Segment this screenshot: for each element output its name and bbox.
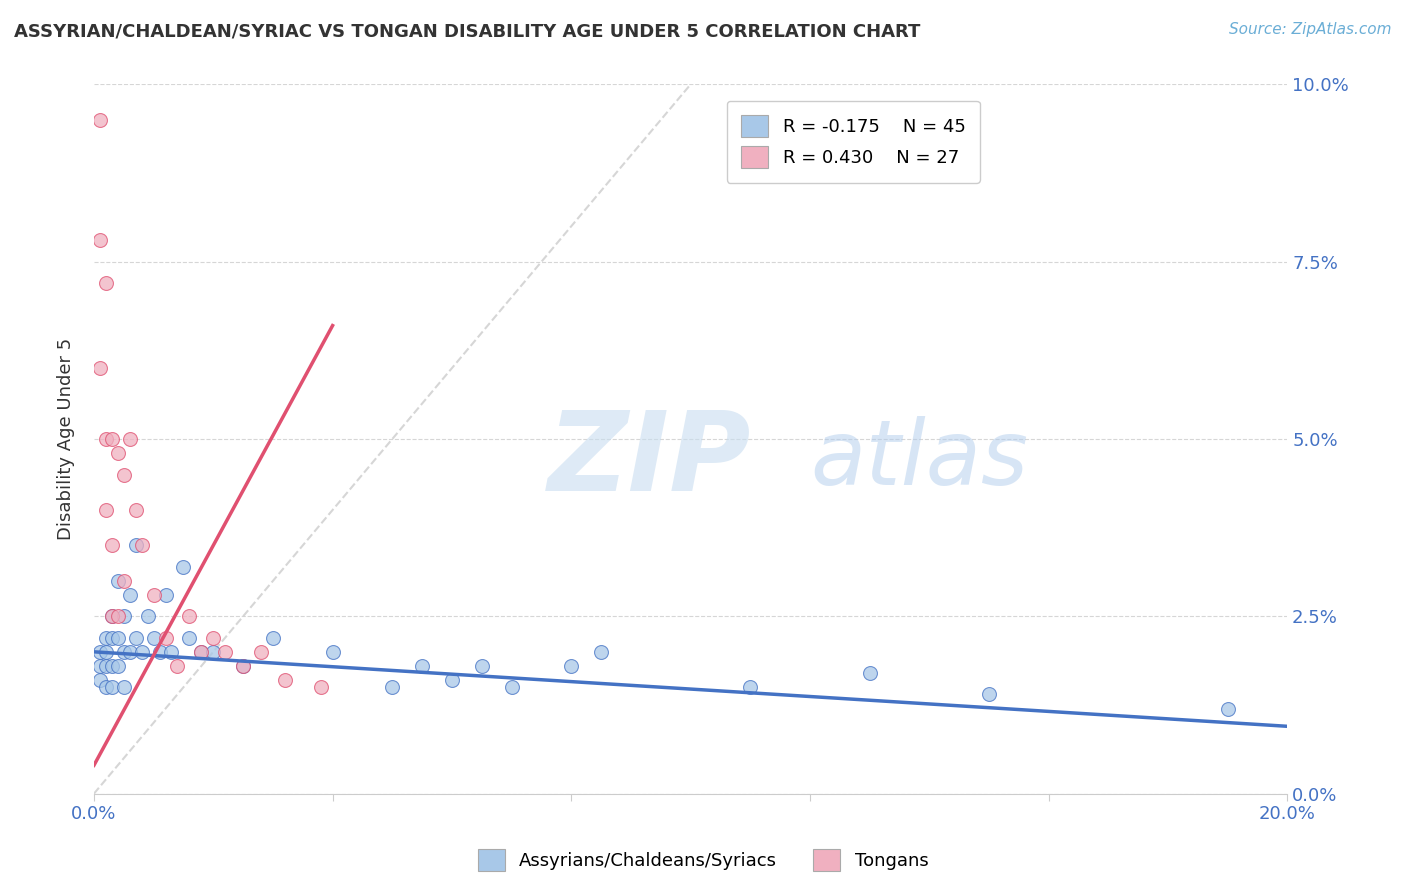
Point: [232, 659, 254, 673]
Point: [94, 659, 117, 673]
Point: [501, 681, 523, 695]
Point: [166, 659, 188, 673]
Point: [94, 432, 117, 446]
Point: [94, 645, 117, 659]
Point: [560, 659, 582, 673]
Point: [89, 659, 111, 673]
Y-axis label: Disability Age Under 5: Disability Age Under 5: [58, 338, 75, 541]
Point: [160, 645, 183, 659]
Point: [89, 673, 111, 688]
Text: atlas: atlas: [810, 417, 1028, 504]
Point: [89, 645, 111, 659]
Point: [89, 234, 111, 248]
Point: [172, 559, 194, 574]
Point: [131, 645, 153, 659]
Point: [94, 503, 117, 517]
Point: [142, 588, 165, 602]
Point: [101, 432, 124, 446]
Point: [155, 588, 177, 602]
Point: [381, 681, 404, 695]
Point: [179, 609, 201, 624]
Point: [125, 538, 148, 552]
Legend: Assyrians/Chaldeans/Syriacs, Tongans: Assyrians/Chaldeans/Syriacs, Tongans: [471, 842, 935, 879]
Point: [214, 645, 236, 659]
Point: [101, 681, 124, 695]
Point: [250, 645, 273, 659]
Point: [107, 631, 129, 645]
Point: [101, 538, 124, 552]
Point: [155, 631, 177, 645]
Legend: R = -0.175    N = 45, R = 0.430    N = 27: R = -0.175 N = 45, R = 0.430 N = 27: [727, 101, 980, 183]
Point: [977, 687, 1000, 701]
Text: Source: ZipAtlas.com: Source: ZipAtlas.com: [1229, 22, 1392, 37]
Point: [107, 574, 129, 588]
Point: [274, 673, 297, 688]
Point: [112, 467, 135, 482]
Point: [112, 645, 135, 659]
Point: [112, 574, 135, 588]
Point: [94, 631, 117, 645]
Point: [232, 659, 254, 673]
Point: [89, 112, 111, 127]
Text: ASSYRIAN/CHALDEAN/SYRIAC VS TONGAN DISABILITY AGE UNDER 5 CORRELATION CHART: ASSYRIAN/CHALDEAN/SYRIAC VS TONGAN DISAB…: [14, 22, 921, 40]
Point: [202, 645, 225, 659]
Point: [202, 631, 225, 645]
Point: [190, 645, 212, 659]
Point: [112, 681, 135, 695]
Point: [107, 609, 129, 624]
Point: [136, 609, 159, 624]
Point: [322, 645, 344, 659]
Point: [142, 631, 165, 645]
Point: [740, 681, 762, 695]
Point: [101, 609, 124, 624]
Point: [94, 681, 117, 695]
Point: [125, 631, 148, 645]
Point: [309, 681, 332, 695]
Point: [101, 659, 124, 673]
Point: [118, 432, 141, 446]
Point: [1216, 701, 1239, 715]
Point: [131, 538, 153, 552]
Point: [440, 673, 463, 688]
Text: ZIP: ZIP: [547, 407, 751, 514]
Point: [101, 631, 124, 645]
Point: [858, 666, 880, 681]
Point: [107, 659, 129, 673]
Point: [179, 631, 201, 645]
Point: [148, 645, 170, 659]
Point: [118, 588, 141, 602]
Point: [591, 645, 613, 659]
Point: [471, 659, 494, 673]
Point: [125, 503, 148, 517]
Point: [190, 645, 212, 659]
Point: [107, 446, 129, 460]
Point: [94, 276, 117, 290]
Point: [262, 631, 284, 645]
Point: [89, 361, 111, 376]
Point: [101, 609, 124, 624]
Point: [118, 645, 141, 659]
Point: [411, 659, 433, 673]
Point: [112, 609, 135, 624]
